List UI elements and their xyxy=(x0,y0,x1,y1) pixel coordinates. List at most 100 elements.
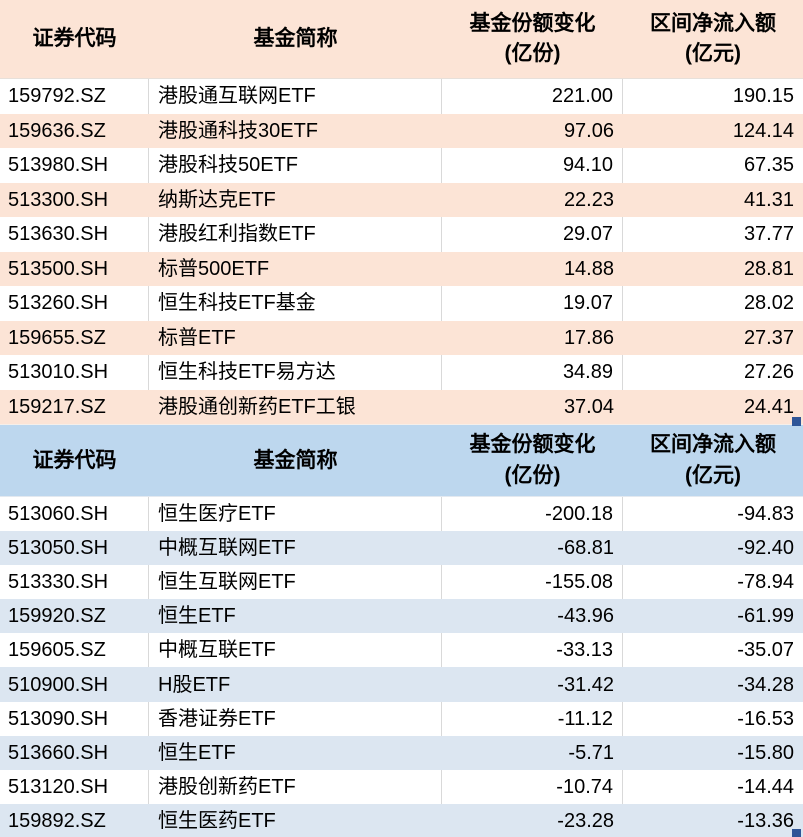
table-row: 513630.SH 港股红利指数ETF 29.07 37.77 xyxy=(0,217,803,252)
cell-share-change: 221.00 xyxy=(442,79,623,114)
header-net-inflow: 区间净流入额 (亿元) xyxy=(623,0,803,78)
cell-security-code: 159605.SZ xyxy=(0,633,149,668)
header-security-code: 证券代码 xyxy=(32,27,117,51)
cell-net-inflow: 28.02 xyxy=(743,292,794,315)
table-row: 159636.SZ 港股通科技30ETF 97.06 124.14 xyxy=(0,113,803,148)
cell-fund-name: 香港证券ETF xyxy=(149,701,442,736)
cell-fund-name: 港股通互联网ETF xyxy=(149,79,442,114)
cell-share-change: 94.10 xyxy=(442,148,623,183)
outflow-table: 证券代码 基金简称 基金份额变化 (亿份) 区间净流入额 (亿元) 513060… xyxy=(0,424,803,837)
cell-security-code: 159655.SZ xyxy=(8,326,106,349)
cell-net-inflow: 37.77 xyxy=(743,223,794,246)
table-row: 513090.SH 香港证券ETF -11.12 -16.53 xyxy=(0,701,803,736)
table-row: 159792.SZ 港股通互联网ETF 221.00 190.15 xyxy=(0,79,803,114)
cell-share-change: -155.08 xyxy=(442,565,623,600)
cell-share-change: 22.23 xyxy=(563,188,614,211)
table-row: 513500.SH 标普500ETF 14.88 28.81 xyxy=(0,251,803,286)
cell-net-inflow: 41.31 xyxy=(743,188,794,211)
cell-fund-name: 恒生ETF xyxy=(158,741,236,764)
cell-net-inflow: -16.53 xyxy=(737,707,794,730)
header-net-inflow-unit: (亿元) xyxy=(685,42,741,65)
cell-share-change: 14.88 xyxy=(563,257,614,280)
header-fund-name: 基金简称 xyxy=(253,27,338,51)
header-share-change-unit: (亿份) xyxy=(504,42,561,65)
header-fund-name: 基金简称 xyxy=(253,448,338,472)
cell-security-code: 513120.SH xyxy=(0,769,149,804)
cell-security-code: 513500.SH xyxy=(8,257,109,280)
cell-net-inflow: -78.94 xyxy=(737,571,794,594)
selection-fill-handle[interactable] xyxy=(792,828,801,837)
cell-security-code: 159892.SZ xyxy=(8,809,106,832)
cell-fund-name: 恒生医药ETF xyxy=(158,809,276,832)
cell-fund-name: 港股通科技30ETF xyxy=(158,119,319,142)
cell-security-code: 513330.SH xyxy=(0,565,149,600)
cell-share-change: -23.28 xyxy=(557,809,614,832)
cell-share-change: -31.42 xyxy=(557,673,614,696)
table-row: 513300.SH 纳斯达克ETF 22.23 41.31 xyxy=(0,182,803,217)
header-net-inflow: 区间净流入额 (亿元) xyxy=(623,425,803,496)
cell-fund-name: 中概互联ETF xyxy=(149,633,442,668)
cell-share-change: -43.96 xyxy=(557,605,614,628)
header-share-change-title: 基金份额变化 xyxy=(469,11,596,35)
inflow-rows: 159792.SZ 港股通互联网ETF 221.00 190.15 159636… xyxy=(0,79,803,424)
cell-fund-name: 中概互联网ETF xyxy=(158,537,296,560)
cell-security-code: 513090.SH xyxy=(0,701,149,736)
cell-fund-name: 恒生科技ETF基金 xyxy=(149,286,442,321)
table-row: 159217.SZ 港股通创新药ETF工银 37.04 24.41 xyxy=(0,389,803,424)
cell-net-inflow: -61.99 xyxy=(737,605,794,628)
inflow-table: 证券代码 基金简称 基金份额变化 (亿份) 区间净流入额 (亿元) 159792… xyxy=(0,0,803,426)
cell-security-code: 159217.SZ xyxy=(8,395,106,418)
cell-net-inflow: -15.80 xyxy=(737,741,794,764)
cell-security-code: 513300.SH xyxy=(8,188,109,211)
cell-fund-name: 港股创新药ETF xyxy=(149,769,442,804)
cell-fund-name: 港股红利指数ETF xyxy=(149,217,442,252)
cell-security-code: 513660.SH xyxy=(8,741,109,764)
table-row: 159920.SZ 恒生ETF -43.96 -61.99 xyxy=(0,599,803,634)
table-row: 513260.SH 恒生科技ETF基金 19.07 28.02 xyxy=(0,286,803,321)
cell-security-code: 513260.SH xyxy=(0,286,149,321)
table-row: 513330.SH 恒生互联网ETF -155.08 -78.94 xyxy=(0,565,803,600)
cell-share-change: 97.06 xyxy=(563,119,614,142)
header-net-inflow-title: 区间净流入额 xyxy=(650,11,776,35)
cell-fund-name: 恒生医疗ETF xyxy=(149,497,442,532)
cell-share-change: 29.07 xyxy=(442,217,623,252)
cell-net-inflow: 124.14 xyxy=(732,119,794,142)
cell-net-inflow: -94.83 xyxy=(737,503,794,526)
cell-security-code: 159636.SZ xyxy=(8,119,106,142)
table-row: 159655.SZ 标普ETF 17.86 27.37 xyxy=(0,320,803,355)
cell-fund-name: 港股通创新药ETF工银 xyxy=(158,395,356,418)
cell-fund-name: 标普ETF xyxy=(158,326,236,349)
cell-fund-name: H股ETF xyxy=(158,673,231,696)
outflow-table-header: 证券代码 基金简称 基金份额变化 (亿份) 区间净流入额 (亿元) xyxy=(0,425,803,497)
table-row: 513050.SH 中概互联网ETF -68.81 -92.40 xyxy=(0,531,803,566)
header-security-code: 证券代码 xyxy=(32,448,117,472)
cell-fund-name: 恒生ETF xyxy=(158,605,236,628)
cell-share-change: -10.74 xyxy=(442,769,623,804)
cell-share-change: -11.12 xyxy=(442,701,623,736)
cell-net-inflow: -35.07 xyxy=(737,639,794,662)
header-net-inflow-unit: (亿元) xyxy=(685,463,741,487)
header-net-inflow-title: 区间净流入额 xyxy=(650,433,776,457)
selection-fill-handle[interactable] xyxy=(792,417,801,426)
cell-share-change: 37.04 xyxy=(563,395,614,418)
table-row: 513010.SH 恒生科技ETF易方达 34.89 27.26 xyxy=(0,355,803,390)
cell-share-change: 19.07 xyxy=(442,286,623,321)
cell-fund-name: 港股科技50ETF xyxy=(149,148,442,183)
cell-net-inflow: 24.41 xyxy=(743,395,794,418)
inflow-table-header: 证券代码 基金简称 基金份额变化 (亿份) 区间净流入额 (亿元) xyxy=(0,0,803,79)
cell-security-code: 510900.SH xyxy=(8,673,109,696)
cell-net-inflow: 27.26 xyxy=(743,361,794,384)
cell-security-code: 513980.SH xyxy=(0,148,149,183)
table-row: 159605.SZ 中概互联ETF -33.13 -35.07 xyxy=(0,633,803,668)
table-row: 513660.SH 恒生ETF -5.71 -15.80 xyxy=(0,735,803,770)
cell-share-change: -68.81 xyxy=(557,537,614,560)
cell-share-change: -200.18 xyxy=(442,497,623,532)
cell-net-inflow: 27.37 xyxy=(743,326,794,349)
cell-share-change: -33.13 xyxy=(442,633,623,668)
cell-net-inflow: -34.28 xyxy=(737,673,794,696)
header-share-change: 基金份额变化 (亿份) xyxy=(442,0,623,78)
cell-share-change: 34.89 xyxy=(442,355,623,390)
cell-net-inflow: -92.40 xyxy=(737,537,794,560)
cell-fund-name: 纳斯达克ETF xyxy=(158,188,276,211)
